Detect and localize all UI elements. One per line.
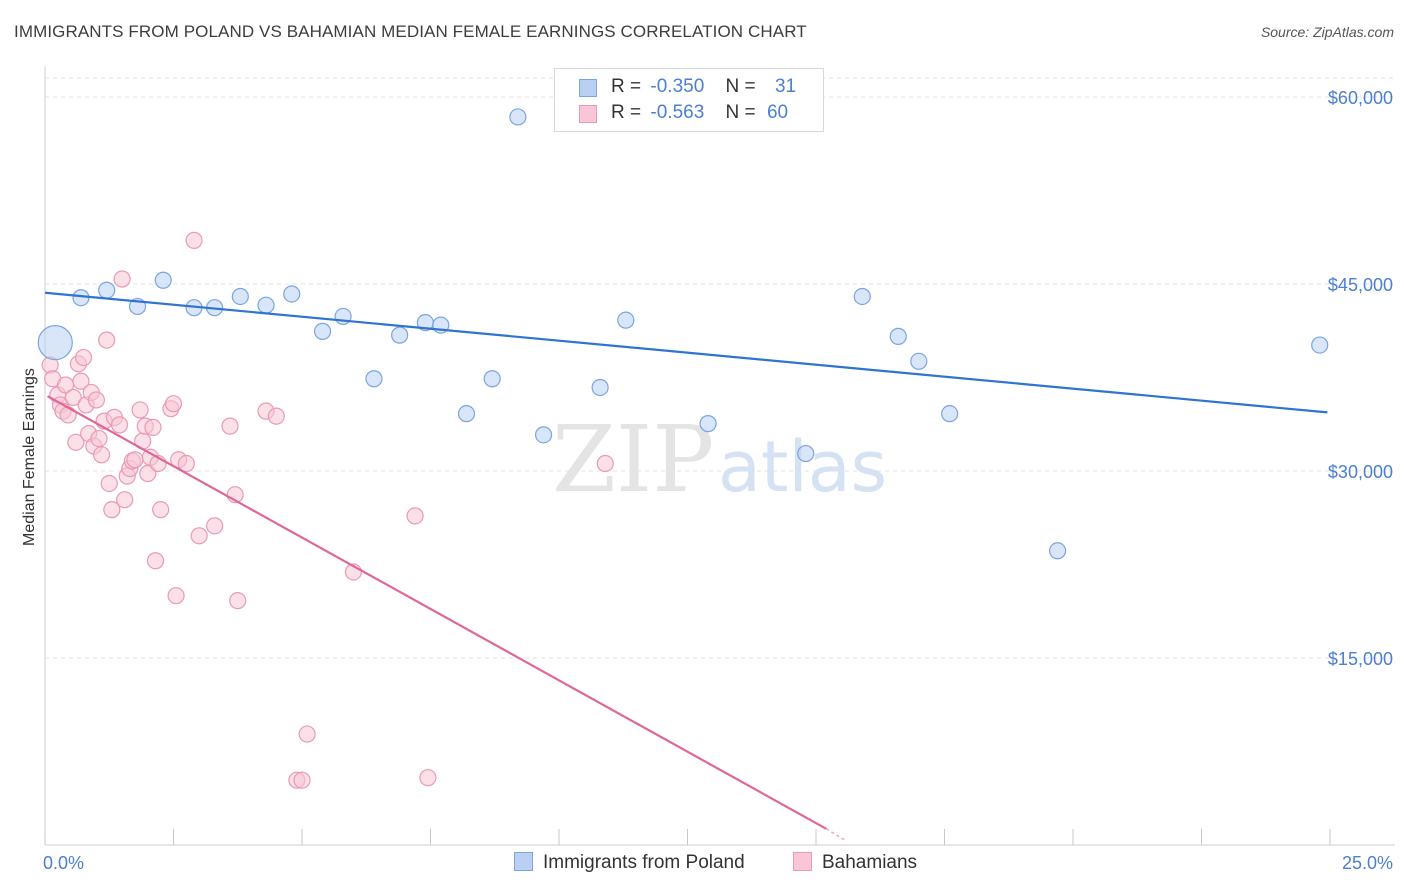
legend-label-poland: Immigrants from Poland [543, 852, 745, 873]
bahamians-point [67, 433, 85, 451]
poland-point [37, 324, 73, 361]
y-tick-label: $60,000 [1328, 88, 1393, 108]
bahamians-trend-line [47, 395, 827, 830]
bahamians-point [167, 587, 185, 605]
poland-point [1311, 336, 1329, 354]
watermark-atlas: atlas [718, 426, 887, 508]
y-tick-label: $30,000 [1328, 462, 1393, 482]
bahamians-point [59, 406, 77, 424]
y-tick-label: $45,000 [1328, 275, 1393, 295]
chart-title: IMMIGRANTS FROM POLAND VS BAHAMIAN MEDIA… [14, 22, 807, 41]
bahamians-point [131, 401, 149, 419]
bahamians-point [64, 388, 82, 407]
n-value-bahamians: 60 [766, 102, 789, 123]
poland-point [257, 296, 275, 314]
x-tick-label-min: 0.0% [43, 853, 84, 873]
bahamians-point [177, 454, 195, 473]
bahamians-point [100, 474, 118, 493]
legend-swatch-pink [793, 852, 812, 871]
bahamians-point [116, 491, 134, 509]
bahamians-point [90, 429, 108, 448]
poland-point [154, 271, 172, 289]
bahamians-point [146, 552, 165, 570]
poland-points [37, 108, 1329, 560]
poland-point [72, 289, 90, 307]
poland-point [853, 287, 871, 306]
poland-point [98, 281, 116, 299]
legend-swatch-pink [579, 105, 597, 123]
gridlines [45, 77, 1395, 659]
bahamians-point [103, 501, 121, 519]
x-tick-label-max: 25.0% [1342, 853, 1393, 873]
bahamians-points [41, 231, 614, 789]
legend-item-bahamians[interactable]: Bahamians [793, 852, 917, 874]
bahamians-point [293, 771, 311, 789]
r-label: R = [611, 102, 642, 123]
poland-point [483, 370, 501, 388]
legend-swatch-blue [579, 79, 597, 97]
r-value-bahamians: -0.563 [650, 102, 705, 123]
n-label: N = [725, 102, 756, 123]
poland-point [231, 287, 249, 306]
poland-point [1048, 542, 1067, 560]
r-value-poland: -0.350 [650, 76, 705, 97]
bahamians-point [267, 407, 285, 425]
poland-point [391, 326, 409, 344]
bahamians-point [87, 391, 106, 409]
bahamians-point [110, 416, 129, 434]
bahamians-point [98, 331, 116, 349]
bahamians-point [92, 446, 111, 464]
bahamians-point [74, 348, 93, 367]
poland-trend-line [44, 291, 1328, 414]
bahamians-point [596, 454, 614, 473]
bahamians-trend-extension [825, 828, 848, 842]
bahamians-point [185, 231, 203, 249]
bahamians-point [229, 592, 247, 610]
y-tick-labels: $15,000 $30,000 $45,000 $60,000 [1328, 88, 1393, 669]
bahamians-point [113, 270, 131, 288]
poland-point [889, 327, 907, 345]
correlation-legend: R = -0.350 N = 31 R = -0.563 N = 60 [554, 68, 824, 132]
r-label: R = [611, 76, 642, 97]
poland-point [797, 444, 815, 463]
bahamians-point [419, 769, 437, 787]
bahamians-point [144, 418, 162, 436]
axes [44, 66, 1395, 846]
bahamians-point [72, 372, 90, 390]
poland-point [534, 426, 553, 444]
bahamians-point [298, 725, 316, 743]
poland-point [365, 370, 383, 388]
poland-point [283, 285, 301, 303]
bahamians-point [126, 451, 144, 469]
bahamians-point [406, 507, 424, 525]
x-tick-labels: 0.0% 25.0% [43, 853, 1393, 873]
poland-point [591, 378, 609, 397]
legend-item-poland[interactable]: Immigrants from Poland [514, 852, 745, 874]
n-label: N = [725, 76, 756, 97]
poland-point [457, 405, 476, 423]
n-value-poland: 31 [774, 76, 797, 97]
y-tick-label: $15,000 [1328, 649, 1393, 669]
poland-point [910, 352, 928, 370]
poland-point [617, 311, 635, 329]
source-label: Source: ZipAtlas.com [1260, 24, 1394, 40]
bahamians-point [206, 517, 224, 535]
legend-label-bahamians: Bahamians [822, 852, 918, 873]
bahamians-point [164, 395, 183, 413]
bahamians-point [152, 501, 170, 519]
poland-point [941, 405, 959, 423]
trend-lines [44, 291, 1328, 842]
poland-point [509, 108, 527, 126]
bahamians-point [190, 527, 208, 545]
watermark-zip: ZIP [552, 406, 714, 513]
poland-point [699, 415, 717, 433]
legend-swatch-blue [514, 852, 533, 871]
poland-point [313, 322, 332, 340]
bahamians-point [221, 417, 239, 435]
